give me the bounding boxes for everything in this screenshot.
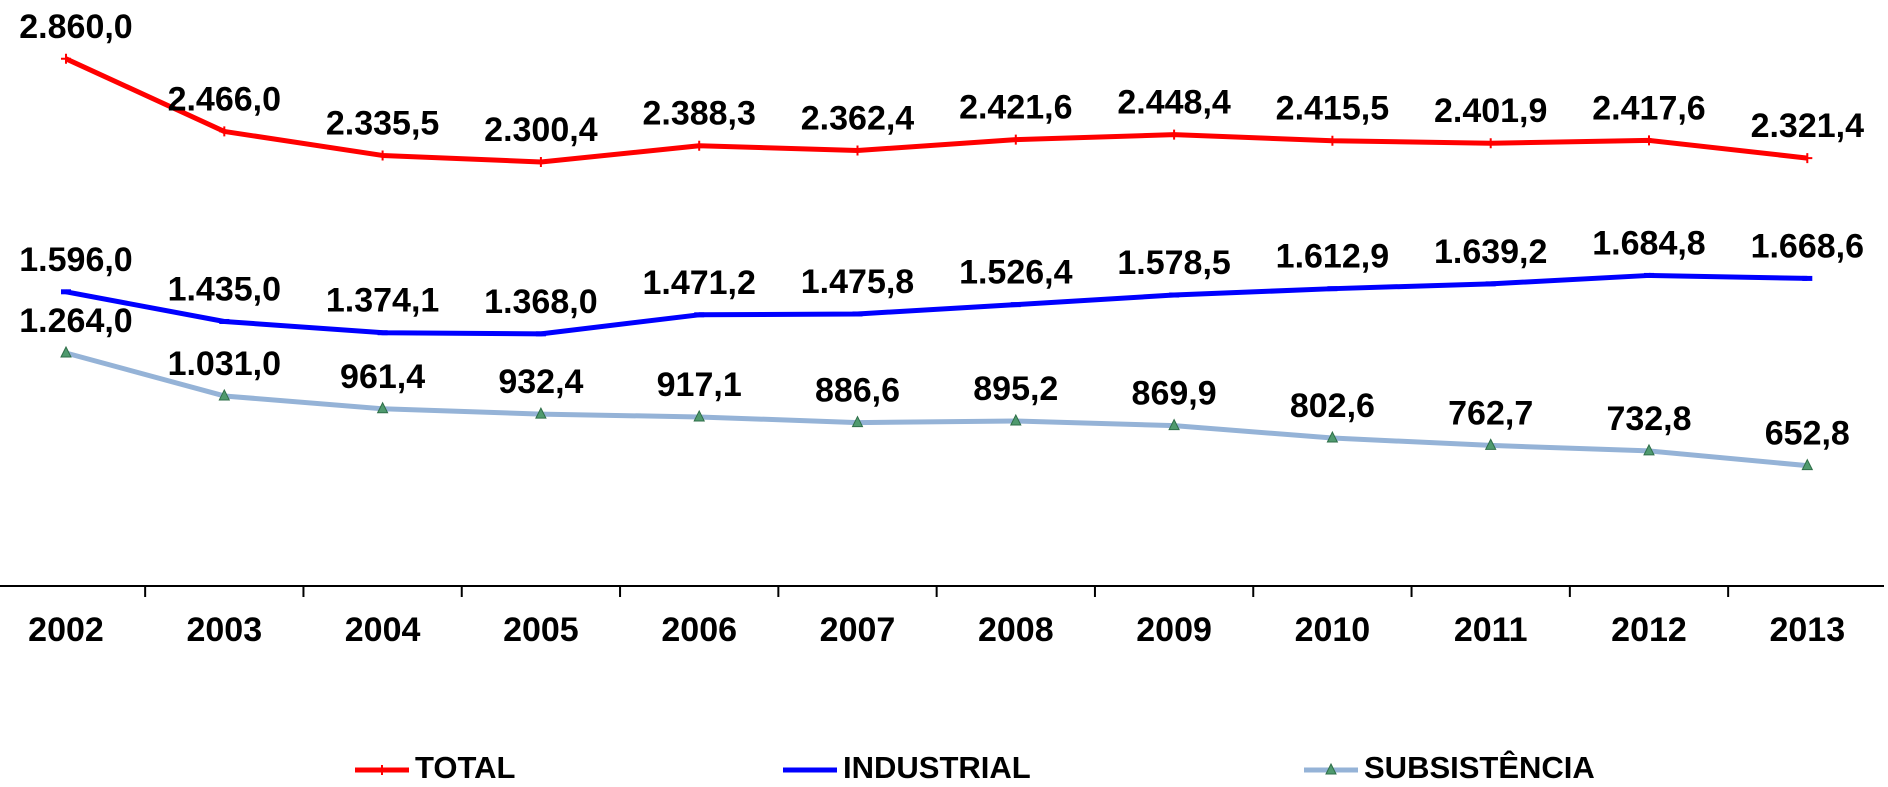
data-label: 869,9 [1132, 375, 1217, 413]
x-tick-label: 2002 [28, 611, 104, 649]
marker [1485, 281, 1496, 287]
series-line [65, 272, 1808, 337]
marker [1643, 443, 1655, 456]
marker [60, 345, 72, 358]
data-label: 1.526,4 [959, 254, 1073, 292]
data-label: 917,1 [657, 366, 742, 404]
data-label: 2.860,0 [19, 8, 132, 46]
marker [694, 312, 705, 318]
data-label: 2.466,0 [168, 80, 281, 118]
marker [218, 388, 231, 401]
data-label: 2.300,4 [484, 111, 598, 149]
x-tick-label: 2007 [820, 611, 896, 649]
marker [377, 150, 388, 161]
marker [852, 145, 863, 156]
data-label: 1.578,5 [1117, 244, 1230, 282]
legend-label: TOTAL [415, 750, 515, 785]
data-label: 2.335,5 [326, 104, 439, 142]
series-line [65, 350, 1808, 469]
marker [1010, 302, 1021, 308]
data-label: 652,8 [1765, 415, 1850, 453]
data-label: 2.388,3 [642, 95, 755, 133]
data-label: 762,7 [1448, 394, 1533, 432]
marker [1327, 135, 1338, 146]
marker [1326, 430, 1339, 443]
data-label: 1.435,0 [168, 270, 281, 308]
marker [1169, 292, 1180, 298]
x-tick-label: 2008 [978, 611, 1054, 649]
x-tick-label: 2010 [1295, 611, 1371, 649]
marker [694, 140, 705, 151]
marker [219, 126, 230, 137]
data-label: 2.417,6 [1592, 89, 1705, 127]
marker [535, 156, 546, 167]
marker [1168, 418, 1180, 431]
marker [377, 330, 388, 336]
marker [535, 407, 547, 419]
x-tick-label: 2009 [1136, 611, 1212, 649]
data-label: 802,6 [1290, 387, 1375, 425]
marker [1801, 458, 1814, 471]
legend-label: SUBSISTÊNCIA [1364, 749, 1595, 785]
x-tick-label: 2004 [345, 611, 421, 649]
series-line [64, 56, 1808, 165]
data-label: 2.362,4 [801, 100, 915, 138]
legend-label: INDUSTRIAL [843, 750, 1031, 785]
data-label: 2.448,4 [1117, 84, 1231, 122]
x-tick-label: 2003 [186, 611, 262, 649]
data-label: 961,4 [340, 358, 425, 396]
marker [61, 53, 71, 64]
marker [376, 401, 389, 414]
marker [693, 409, 706, 422]
x-tick-label: 2013 [1769, 611, 1845, 649]
data-label: 2.321,4 [1751, 107, 1865, 145]
data-label: 1.668,6 [1751, 227, 1864, 265]
data-label: 1.684,8 [1592, 224, 1705, 262]
marker [219, 318, 230, 324]
marker [851, 415, 864, 428]
marker [1644, 272, 1654, 278]
marker [852, 311, 863, 317]
data-label: 1.264,0 [19, 302, 132, 340]
marker [1169, 129, 1180, 140]
x-tick-label: 2005 [503, 611, 579, 649]
data-label: 2.401,9 [1434, 92, 1547, 130]
marker [1802, 275, 1813, 281]
data-label: 886,6 [815, 372, 900, 410]
marker [1802, 153, 1813, 164]
legend-marker [805, 767, 815, 773]
marker [61, 289, 71, 295]
marker [1484, 438, 1497, 450]
legend-marker [377, 765, 387, 775]
data-label: 732,8 [1606, 400, 1691, 438]
data-label: 1.374,1 [326, 282, 439, 320]
x-tick-label: 2006 [661, 611, 737, 649]
data-label: 1.596,0 [19, 241, 132, 279]
data-label: 1.368,0 [484, 283, 597, 321]
x-tick-label: 2012 [1611, 611, 1687, 649]
data-label: 895,2 [973, 370, 1058, 408]
data-label: 2.415,5 [1276, 90, 1389, 128]
marker [1644, 135, 1654, 146]
marker [1485, 138, 1496, 149]
marker [1010, 134, 1021, 145]
data-label: 1.471,2 [642, 264, 755, 302]
data-label: 1.612,9 [1276, 238, 1389, 276]
marker [1327, 286, 1338, 292]
data-label: 1.031,0 [168, 345, 281, 383]
data-label: 2.421,6 [959, 89, 1072, 127]
data-label: 1.475,8 [801, 263, 914, 301]
data-label: 932,4 [498, 363, 583, 401]
legend-marker [1325, 762, 1337, 775]
marker [1009, 413, 1022, 426]
data-label: 1.639,2 [1434, 233, 1547, 271]
marker [535, 331, 546, 337]
x-tick-label: 2011 [1454, 611, 1528, 649]
